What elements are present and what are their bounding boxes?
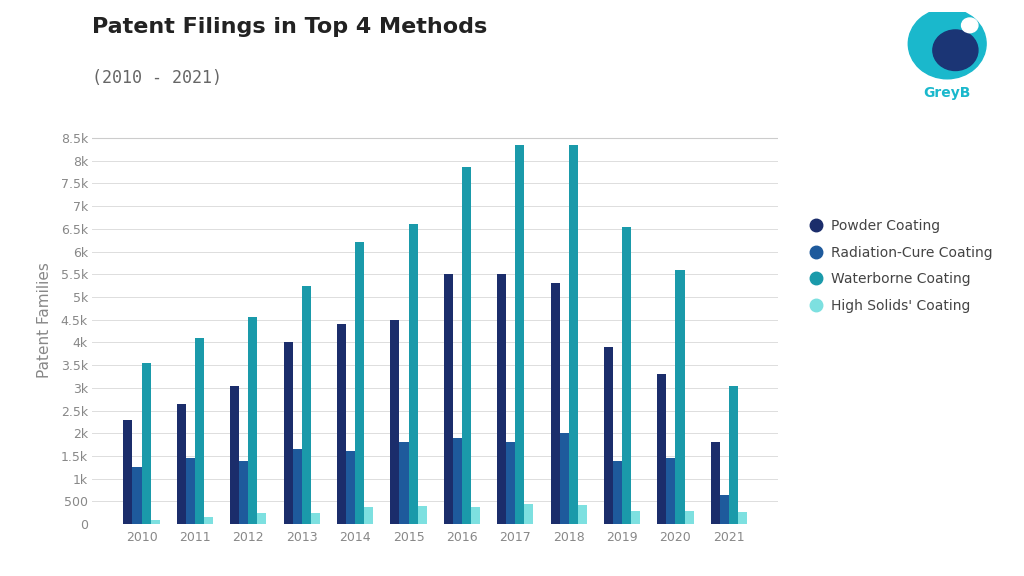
Bar (623, 226, 631, 524)
Bar (497, 274, 506, 524)
Bar (685, 511, 693, 524)
Bar (132, 467, 141, 524)
Bar (560, 433, 568, 524)
Bar (185, 458, 195, 524)
Bar (667, 458, 676, 524)
Bar (578, 505, 587, 524)
Bar (257, 513, 266, 524)
Bar (462, 168, 471, 524)
Bar (240, 461, 248, 524)
Bar (711, 442, 720, 524)
Bar (551, 283, 560, 524)
Bar (631, 511, 640, 524)
Bar (230, 385, 240, 524)
Bar (604, 347, 613, 524)
Bar (293, 449, 302, 524)
Bar (738, 512, 748, 524)
Bar (409, 224, 418, 524)
Bar (284, 342, 293, 524)
Text: Patent Filings in Top 4 Methods: Patent Filings in Top 4 Methods (92, 17, 487, 37)
Bar (346, 452, 355, 524)
Bar (657, 374, 667, 524)
Bar (676, 270, 685, 524)
Bar (248, 317, 257, 524)
Bar (195, 338, 204, 524)
Circle shape (933, 30, 978, 70)
Bar (418, 506, 427, 524)
Bar (204, 517, 213, 524)
Bar (141, 363, 151, 524)
Bar (453, 438, 462, 524)
Bar (365, 507, 374, 524)
Bar (471, 507, 480, 524)
Y-axis label: Patent Families: Patent Families (38, 262, 52, 378)
Bar (568, 145, 578, 524)
Bar (310, 513, 319, 524)
Bar (515, 145, 524, 524)
Circle shape (908, 9, 986, 79)
Text: GreyB: GreyB (924, 86, 971, 100)
Bar (506, 442, 515, 524)
Bar (302, 286, 310, 524)
Bar (443, 274, 453, 524)
Bar (151, 520, 160, 524)
Bar (390, 320, 399, 524)
Bar (123, 420, 132, 524)
Legend: Powder Coating, Radiation-Cure Coating, Waterborne Coating, High Solids' Coating: Powder Coating, Radiation-Cure Coating, … (806, 212, 999, 320)
Bar (729, 385, 738, 524)
Bar (337, 324, 346, 524)
Bar (613, 461, 623, 524)
Bar (177, 404, 185, 524)
Bar (355, 242, 365, 524)
Bar (720, 495, 729, 524)
Circle shape (962, 18, 978, 33)
Text: (2010 - 2021): (2010 - 2021) (92, 69, 222, 87)
Bar (524, 503, 534, 524)
Bar (399, 442, 409, 524)
